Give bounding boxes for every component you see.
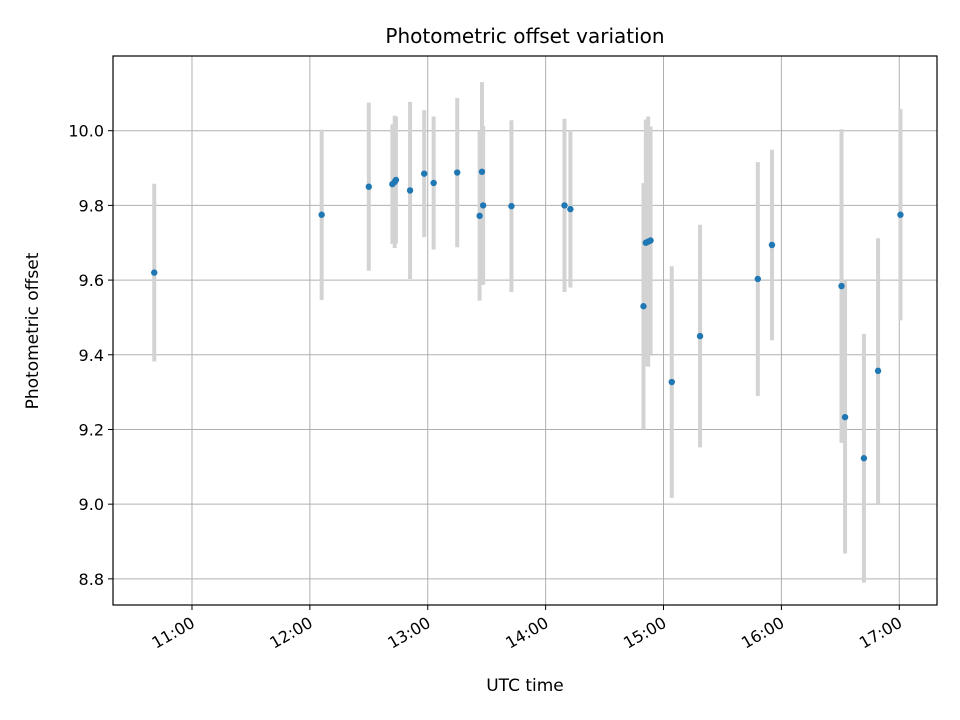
y-axis-ticks: 8.8 9.0 9.2 9.4 9.6 9.8 10.0 — [68, 122, 113, 589]
data-point — [392, 176, 400, 184]
y-tick-label: 9.2 — [79, 420, 104, 439]
y-tick-label: 9.6 — [79, 271, 104, 290]
data-points — [151, 168, 904, 462]
data-point — [508, 202, 515, 210]
data-point — [454, 169, 461, 176]
data-point — [860, 455, 868, 462]
data-point — [478, 168, 486, 175]
y-tick-label: 9.4 — [79, 346, 104, 365]
data-point — [318, 211, 325, 218]
data-point — [430, 179, 437, 187]
plot-frame — [112, 55, 938, 606]
y-tick-label: 10.0 — [68, 122, 104, 141]
data-point — [479, 202, 487, 209]
data-point — [838, 282, 845, 290]
y-tick-label: 9.0 — [79, 495, 104, 514]
y-axis-label: Photometric offset — [23, 252, 43, 409]
data-point — [561, 202, 568, 209]
x-axis-label: UTC time — [486, 676, 564, 696]
data-point — [421, 170, 428, 177]
grid — [113, 56, 937, 605]
data-point — [841, 413, 849, 421]
data-point — [696, 332, 704, 340]
y-tick-label: 9.8 — [79, 196, 104, 215]
data-point — [874, 367, 882, 375]
data-point — [754, 275, 762, 283]
data-point — [647, 237, 654, 244]
data-point — [365, 183, 373, 190]
data-point — [768, 241, 776, 249]
data-point — [668, 378, 675, 386]
chart-title: Photometric offset variation — [385, 24, 664, 48]
data-point — [151, 269, 158, 276]
data-point — [567, 205, 574, 213]
data-point — [476, 212, 483, 220]
data-point — [406, 187, 414, 194]
data-point — [897, 211, 904, 218]
y-tick-label: 8.8 — [79, 570, 104, 589]
data-point — [640, 303, 647, 310]
